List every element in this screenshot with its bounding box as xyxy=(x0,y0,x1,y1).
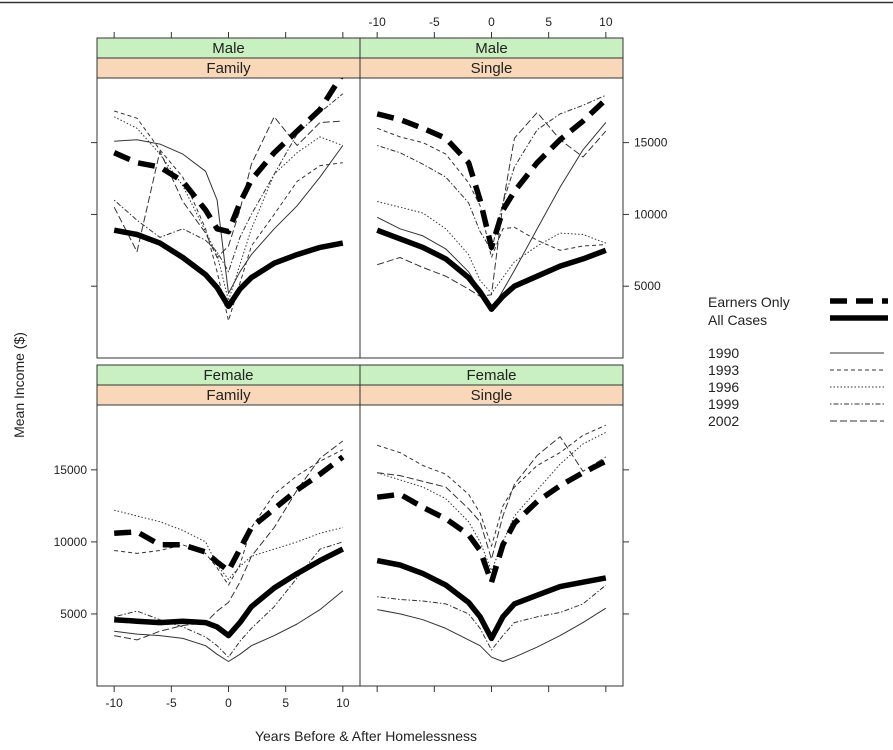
series-line-thick-solid xyxy=(114,546,345,639)
y-tick-label-left: 15000 xyxy=(54,463,88,477)
series-line-long-dash xyxy=(377,436,607,560)
y-tick-label-right: 5000 xyxy=(634,279,661,293)
x-tick-label-top: -5 xyxy=(429,15,440,29)
series-line-thick-dashed xyxy=(113,78,344,235)
y-tick-label-left: 10000 xyxy=(54,535,88,549)
panel-female-single: Female Single xyxy=(359,364,624,687)
panel-male-single: Male Single xyxy=(359,37,624,359)
legend-label-1993: 1993 xyxy=(708,362,739,378)
series-line-thick-solid xyxy=(376,227,607,312)
strip-sex-label: Male xyxy=(212,40,245,57)
x-tick-label: -10 xyxy=(105,696,123,710)
series-line-dashed xyxy=(377,424,607,547)
legend-label-2002: 2002 xyxy=(708,413,739,429)
series-line-dashed xyxy=(114,110,343,322)
series-line-solid xyxy=(114,590,344,662)
series-group xyxy=(376,424,608,662)
x-tick-label-top: 10 xyxy=(599,15,613,29)
series-line-dash-dot xyxy=(377,584,607,651)
series-line-dashed xyxy=(114,449,344,586)
legend: Earners Only All Cases 1990 1993 1996 19… xyxy=(708,294,888,429)
x-axis-title: Years Before & After Homelessness xyxy=(255,728,477,744)
legend-label-1996: 1996 xyxy=(708,379,739,395)
legend-label-all-cases: All Cases xyxy=(708,312,767,328)
y-axis-title: Mean Income ($) xyxy=(11,332,27,438)
series-line-dash-dot xyxy=(114,541,343,658)
series-group xyxy=(113,78,344,322)
x-tick-label: -5 xyxy=(166,696,177,710)
series-line-thick-dashed xyxy=(376,97,608,251)
series-line-solid xyxy=(114,139,344,294)
y-tick-label-right: 10000 xyxy=(634,207,668,221)
series-line-solid xyxy=(377,607,607,662)
series-line-dotted xyxy=(113,116,343,302)
y-tick-label-left: 5000 xyxy=(60,607,87,621)
strip-sex-label: Female xyxy=(466,367,516,384)
series-line-dashed xyxy=(377,127,606,258)
x-tick-label-top: 5 xyxy=(545,15,552,29)
legend-label-1990: 1990 xyxy=(708,345,739,361)
legend-label-1999: 1999 xyxy=(708,396,739,412)
strip-household-label: Family xyxy=(206,60,251,77)
panel-frame xyxy=(359,77,624,359)
plot-layer: Male Family Male Single Female Family Female Si… xyxy=(54,15,668,710)
strip-household-label: Single xyxy=(471,387,513,404)
strip-household-label: Single xyxy=(471,60,513,77)
y-tick-label-right: 15000 xyxy=(634,136,668,150)
series-line-long-dash xyxy=(113,116,343,258)
legend-label-earners-only: Earners Only xyxy=(708,294,790,310)
series-line-thick-solid xyxy=(113,227,344,310)
strip-sex-label: Female xyxy=(203,367,253,384)
x-tick-label: 10 xyxy=(336,696,350,710)
series-group xyxy=(114,440,345,662)
series-line-long-dash xyxy=(114,440,344,641)
strip-household-label: Family xyxy=(206,387,251,404)
series-line-dash-dot xyxy=(113,93,344,273)
x-tick-label-top: 0 xyxy=(488,15,495,29)
strip-sex-label: Male xyxy=(475,40,508,57)
x-tick-label: 5 xyxy=(282,696,289,710)
series-line-thick-solid xyxy=(376,557,607,642)
x-tick-label: 0 xyxy=(225,696,232,710)
series-line-dash-dot xyxy=(377,94,607,251)
series-line-dotted xyxy=(114,509,343,580)
series-group xyxy=(376,94,608,312)
x-tick-label-top: -10 xyxy=(368,15,386,29)
